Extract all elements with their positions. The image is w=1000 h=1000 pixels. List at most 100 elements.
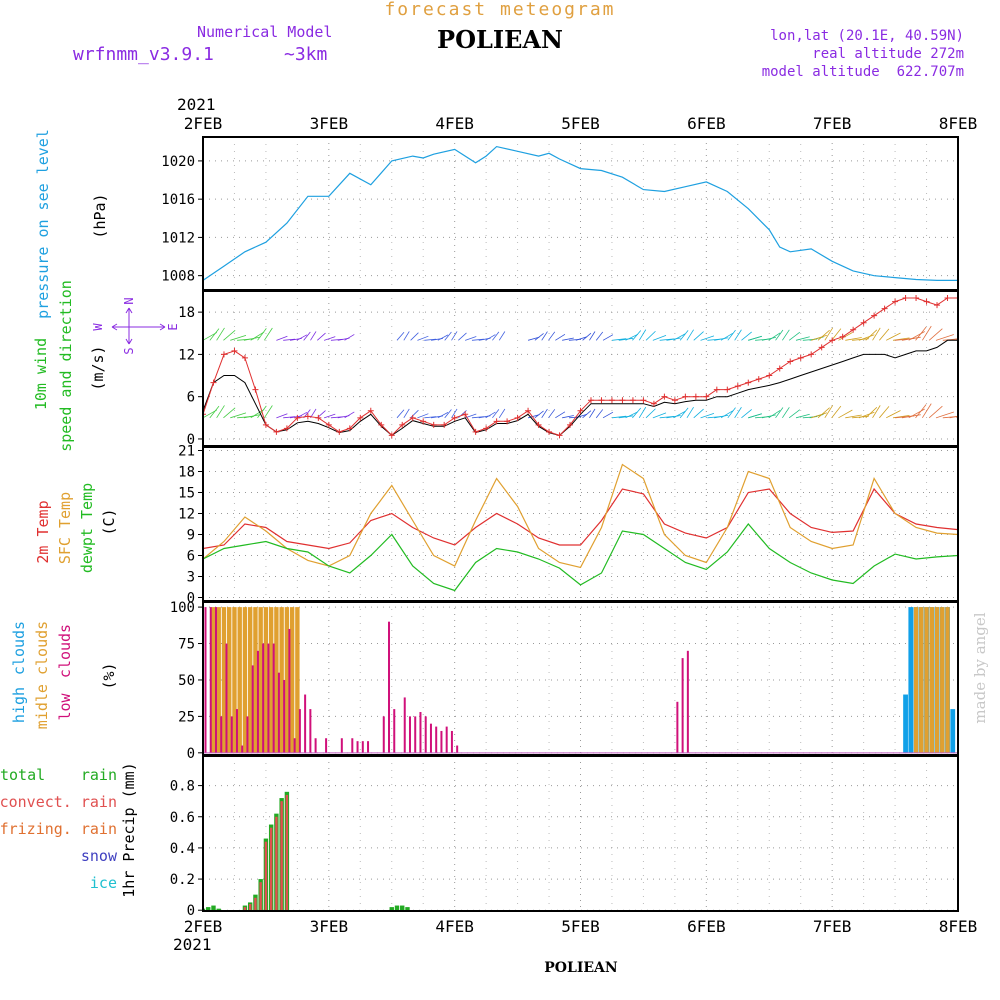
cloud-bar-mid [274,607,279,753]
wind-speed-marker [839,333,846,340]
cloud-bar-low [304,694,307,753]
cloud-bar-high [903,694,908,753]
wind-direction-arrow [788,331,801,341]
tsfc-label: SFC Temp [56,492,74,564]
wind-direction-arrow [845,414,862,419]
cloud-bar-low [367,741,370,753]
wind-direction-arrow [589,331,596,341]
wind-speed-marker [546,428,553,435]
wind-direction-arrow [344,411,355,419]
cloud-bar-low [686,650,689,753]
wind-speed-marker [399,421,406,428]
wind-direction-arrow [686,329,694,341]
y-tick-label: 6 [187,549,195,565]
wind-direction-arrow [396,409,405,419]
panel-content [203,145,958,281]
wind-speed-marker [608,397,615,404]
wind-speed-marker [346,425,353,432]
wind-speed-marker [556,432,563,439]
wind-direction-arrow [673,410,686,419]
wind-speed-marker [829,337,836,344]
wind-speed-marker [535,421,542,428]
wind-direction-arrow [714,337,729,341]
wind-speed-marker [598,397,605,404]
bottom-station: POLIEAN [544,960,618,976]
wind-speed-marker [357,414,364,421]
y-tick-label: 75 [178,637,195,653]
wind-direction-arrow [611,338,627,341]
wind-direction-arrow [548,331,556,341]
wind-direction-arrow [611,415,627,419]
precip-legend-convect: convect. rain [0,793,117,811]
wind-direction-arrow [541,408,548,419]
wind-direction-arrow [451,331,458,341]
precip-bar-convective [243,907,247,911]
wind-speed-marker [650,400,657,407]
precip-bar-total [206,907,211,911]
y-tick-label: 0 [187,903,195,919]
pressure-label: pressure on see level [34,129,52,319]
cloud-bar-low [283,679,286,753]
wind-speed-marker [273,428,280,435]
wind-direction-arrow [534,410,544,419]
precip-bar-total [211,905,216,911]
compass-east: E [166,323,180,330]
cloud-bar-mid [232,607,237,753]
station-title: POLIEAN [437,25,563,54]
temp2m-label: 2m Temp [34,500,52,563]
wind-speed-marker [231,347,238,354]
wind-direction-arrow [344,334,355,341]
cloud-bar-mid [945,607,950,753]
wind-direction-arrow [458,332,467,341]
wind-speed-marker [336,428,343,435]
wind-direction-arrow [638,406,647,419]
precip-bar-convective [248,903,252,911]
wind-speed-marker [525,407,532,414]
precip-bar-total [216,908,221,911]
wind-direction-arrow [632,407,642,419]
y-tick-label: 0.2 [170,872,195,888]
cloud-bar-low [361,741,364,753]
wind-speed-marker [325,421,332,428]
wind-direction-arrow [555,333,566,341]
precip-bar-convective [264,841,268,911]
temp-2m-line [203,487,958,550]
time-tick-bottom: 5FEB [561,917,600,936]
wind-direction-arrow [276,413,288,419]
wind-speed-marker [787,358,794,365]
y-tick-label: 12 [178,347,195,363]
wind-speed-marker [640,397,647,404]
wind-direction-arrow [444,331,452,341]
y-tick-label: 1008 [161,269,195,285]
wind-direction-arrow [872,405,881,419]
wind-speed-marker [944,295,951,302]
wind-direction-arrow [209,405,220,419]
wind-direction-arrow [264,405,273,419]
precip-bar-convective [254,897,257,911]
wind-direction-arrow [775,407,784,419]
panel-frame [202,601,959,756]
wind-direction-arrow [714,414,729,419]
precip-legend-rain: rain [81,766,117,784]
y-tick-label: 21 [178,444,195,460]
wind-direction-arrow [444,409,452,419]
cloud-bar-mid [919,607,924,753]
wind-direction-arrow [928,328,943,341]
wind-direction-arrow [782,407,790,419]
wind-direction-arrow [485,334,496,341]
wind-direction-arrow [437,412,449,419]
wind-direction-arrow [788,409,801,419]
wind-direction-arrow [686,406,694,419]
wind-direction-arrow [595,409,604,419]
wind-direction-arrow [498,408,506,419]
wind-direction-arrow [679,407,689,419]
cloud-bar-low [256,650,259,753]
wind-direction-arrow [230,412,247,419]
panel-precipitation: 0 0.2 0.4 0.6 0.8 [170,755,959,919]
y-tick-label: 1016 [161,192,195,208]
wind-speed-marker [818,344,825,351]
wind-speed-marker [420,418,427,425]
precip-bar-convective [285,794,289,911]
wind-speed-marker [797,354,804,361]
